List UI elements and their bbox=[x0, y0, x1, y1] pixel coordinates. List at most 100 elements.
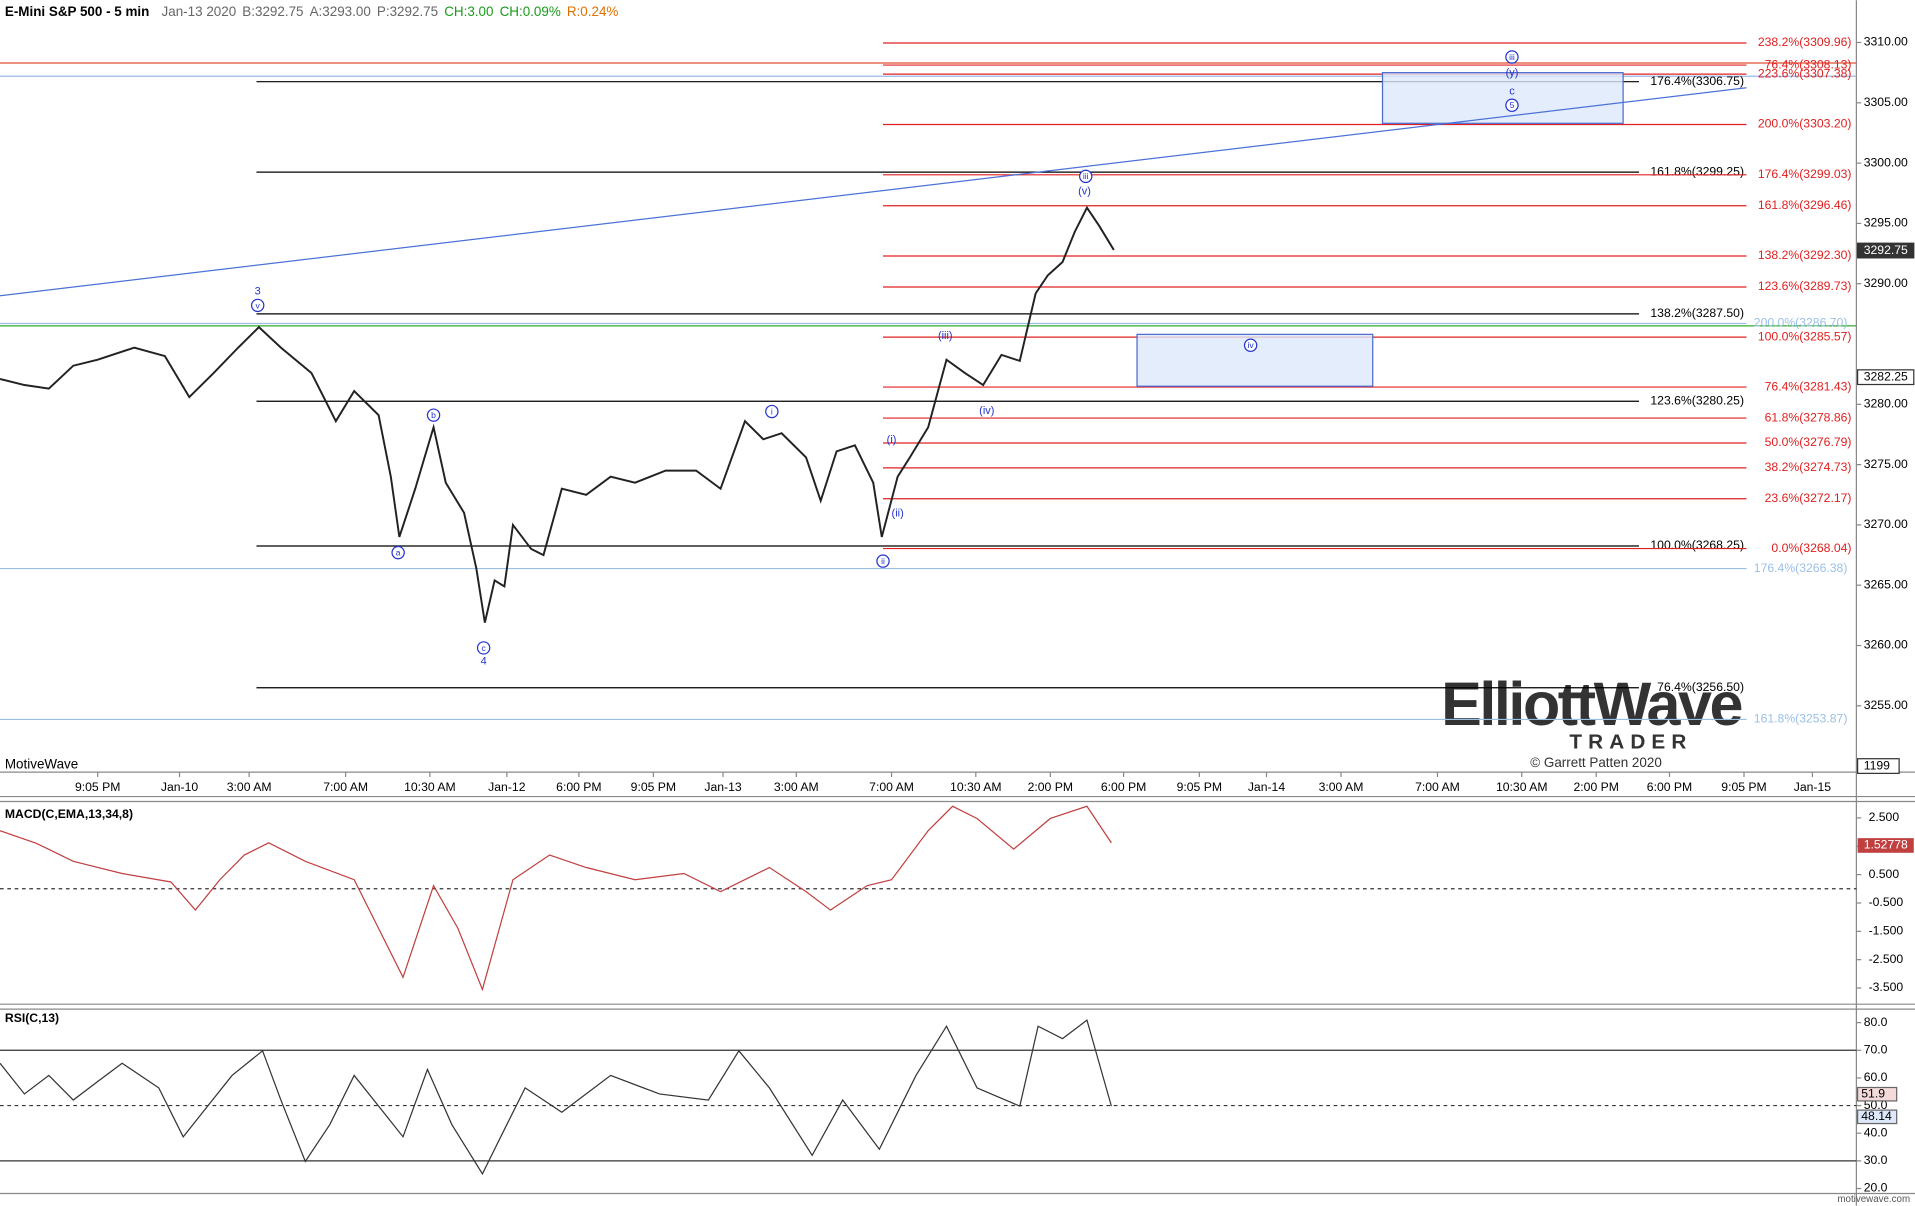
wave-circle bbox=[426, 408, 441, 422]
x-tick-label: 3:00 AM bbox=[227, 780, 272, 794]
x-tick-label: Jan-15 bbox=[1794, 780, 1832, 794]
wave-circle bbox=[1505, 50, 1519, 64]
level-label: 138.2%(3287.50) bbox=[1650, 306, 1744, 320]
rsi-title: RSI(C,13) bbox=[5, 1011, 59, 1025]
rsi-marker bbox=[1856, 1109, 1898, 1125]
wave-label: i bbox=[771, 406, 773, 416]
x-tick-label: Jan-14 bbox=[1248, 780, 1286, 794]
y-tick-label: 70.0 bbox=[1864, 1042, 1888, 1056]
level-label: 176.4%(3299.03) bbox=[1758, 167, 1852, 181]
y-tick-label: 3260.00 bbox=[1864, 638, 1908, 652]
y-tick-label: 3310.00 bbox=[1864, 35, 1908, 49]
trend-line bbox=[0, 87, 1747, 297]
x-tick-label: 10:30 AM bbox=[950, 780, 1002, 794]
x-tick-label: 2:00 PM bbox=[1574, 780, 1619, 794]
logo-title: ElliottWave bbox=[1441, 670, 1741, 738]
price-marker-label: 3292.75 bbox=[1864, 243, 1908, 257]
x-tick-label: 9:05 PM bbox=[1721, 780, 1766, 794]
wave-label: iv bbox=[1248, 340, 1255, 350]
level-label: 161.8%(3299.25) bbox=[1650, 164, 1744, 178]
volume-label: 1199 bbox=[1864, 758, 1890, 772]
level-label: 200.0%(3303.20) bbox=[1758, 117, 1852, 131]
level-label: 123.6%(3280.25) bbox=[1650, 394, 1744, 408]
price-marker bbox=[1856, 242, 1915, 259]
wave-label: (iv) bbox=[979, 405, 994, 417]
y-tick-label: 3290.00 bbox=[1864, 276, 1908, 290]
header-item: Jan-13 2020 bbox=[162, 4, 237, 19]
wave-label: (y) bbox=[1506, 67, 1519, 79]
x-tick-label: 10:30 AM bbox=[1496, 780, 1548, 794]
wave-circle bbox=[876, 554, 890, 568]
level-label: 50.0%(3276.79) bbox=[1765, 435, 1852, 449]
macd-marker bbox=[1857, 838, 1914, 853]
wave-label: (iii) bbox=[938, 330, 953, 342]
wave-circle bbox=[476, 641, 491, 655]
x-tick-label: 7:00 AM bbox=[323, 780, 368, 794]
y-tick-label: 3305.00 bbox=[1864, 95, 1908, 109]
y-tick-label: -2.500 bbox=[1869, 952, 1904, 966]
wave-label: a bbox=[396, 548, 401, 558]
x-tick-label: 7:00 AM bbox=[1415, 780, 1460, 794]
wave-label: 4 bbox=[481, 656, 487, 668]
wave-label: ii bbox=[881, 556, 885, 566]
wave-circle bbox=[1505, 98, 1519, 112]
level-label: 23.6%(3272.17) bbox=[1765, 491, 1852, 505]
level-label: 176.4%(3306.75) bbox=[1650, 74, 1744, 88]
wave-label: c bbox=[482, 643, 487, 653]
x-tick-label: 6:00 PM bbox=[1101, 780, 1146, 794]
level-label: 76.4%(3281.43) bbox=[1765, 379, 1852, 393]
rsi-line bbox=[0, 1019, 1112, 1176]
y-tick-label: 80.0 bbox=[1864, 1015, 1888, 1029]
wave-label: (v) bbox=[1078, 185, 1091, 197]
y-tick-label: 3270.00 bbox=[1864, 517, 1908, 531]
wave-circle bbox=[250, 298, 265, 313]
level-label: 38.2%(3274.73) bbox=[1765, 460, 1852, 474]
header-item: R:0.24% bbox=[567, 4, 619, 19]
y-tick-label: 3300.00 bbox=[1864, 155, 1908, 169]
header-item: P:3292.75 bbox=[377, 4, 438, 19]
wave-label: iii bbox=[1509, 52, 1515, 62]
level-label: 61.8%(3278.86) bbox=[1765, 410, 1852, 424]
logo-credit: © Garrett Patten 2020 bbox=[1530, 755, 1662, 770]
x-tick-label: 7:00 AM bbox=[869, 780, 914, 794]
header-item: CH:3.00 bbox=[444, 4, 493, 19]
x-tick-label: Jan-10 bbox=[161, 780, 199, 794]
rsi-marker-label: 51.9 bbox=[1861, 1086, 1885, 1100]
y-tick-label: 60.0 bbox=[1864, 1070, 1888, 1084]
x-tick-label: 10:30 AM bbox=[404, 780, 456, 794]
x-tick-label: 6:00 PM bbox=[556, 780, 601, 794]
zone bbox=[1381, 72, 1624, 124]
macd-title: MACD(C,EMA,13,34,8) bbox=[5, 807, 133, 821]
volume-box bbox=[1856, 758, 1900, 774]
level-label: 123.6%(3289.73) bbox=[1758, 279, 1852, 293]
wave-label: iii bbox=[1083, 171, 1089, 181]
logo-subtitle: TRADER bbox=[1569, 730, 1692, 753]
y-tick-label: -0.500 bbox=[1869, 895, 1904, 909]
wave-circle bbox=[1243, 338, 1258, 352]
header-item: B:3292.75 bbox=[242, 4, 303, 19]
price-marker bbox=[1856, 369, 1915, 386]
header-item: A:3293.00 bbox=[310, 4, 371, 19]
level-label: 176.4%(3266.38) bbox=[1754, 561, 1848, 575]
x-tick-label: 3:00 AM bbox=[774, 780, 819, 794]
wave-label: c bbox=[1509, 85, 1515, 97]
level-label: 238.2%(3309.96) bbox=[1758, 35, 1852, 49]
level-label: 76.4%(3308.13) bbox=[1765, 57, 1852, 71]
footer: motivewave.com bbox=[1837, 1194, 1910, 1205]
wave-circle bbox=[765, 404, 779, 419]
level-label: 76.4%(3256.50) bbox=[1657, 680, 1744, 694]
y-tick-label: -3.500 bbox=[1869, 980, 1904, 994]
y-tick-label: 30.0 bbox=[1864, 1153, 1888, 1167]
y-tick-label: 3265.00 bbox=[1864, 577, 1908, 591]
level-label: 161.8%(3296.46) bbox=[1758, 198, 1852, 212]
wave-circle bbox=[1079, 169, 1093, 184]
level-label: 0.0%(3268.04) bbox=[1771, 541, 1851, 555]
y-tick-label: 3280.00 bbox=[1864, 397, 1908, 411]
price-line bbox=[0, 205, 1115, 623]
wave-label: 5 bbox=[1510, 100, 1515, 110]
macd-line bbox=[0, 805, 1112, 992]
y-tick-label: -1.500 bbox=[1869, 924, 1904, 938]
rsi-marker bbox=[1856, 1086, 1898, 1102]
y-tick-label: 2.500 bbox=[1869, 810, 1900, 824]
